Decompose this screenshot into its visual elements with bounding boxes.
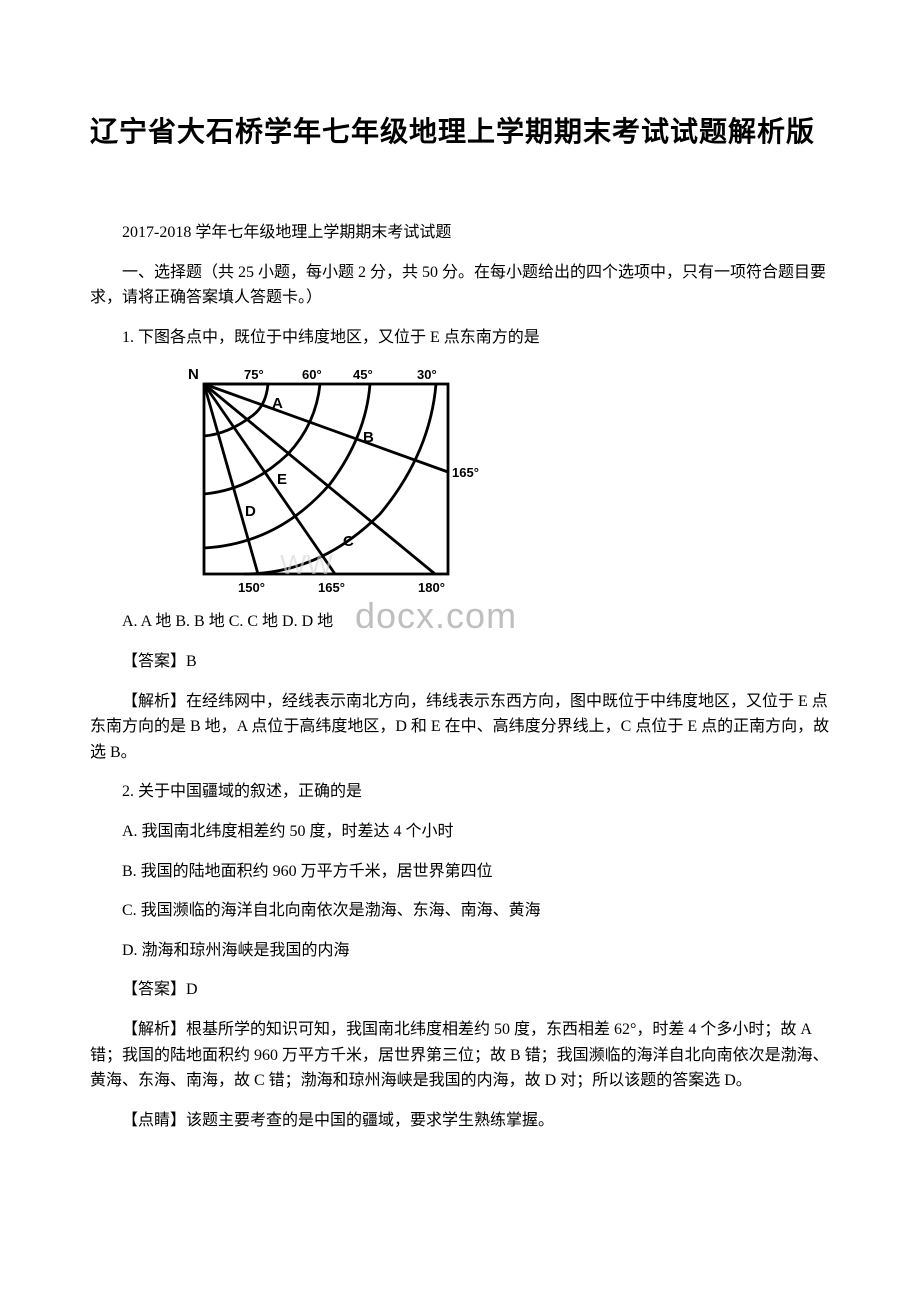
- svg-text:60°: 60°: [302, 367, 322, 382]
- q1-figure: 75° 60° 45° 30° N 165° 150° 165° 180° A …: [180, 364, 830, 599]
- svg-text:N: N: [188, 366, 199, 383]
- svg-text:180°: 180°: [418, 580, 445, 595]
- q1-stem: 1. 下图各点中，既位于中纬度地区，又位于 E 点东南方的是: [90, 325, 830, 351]
- svg-text:75°: 75°: [244, 367, 264, 382]
- svg-text:45°: 45°: [353, 367, 373, 382]
- q2-stem: 2. 关于中国疆域的叙述，正确的是: [90, 779, 830, 805]
- section-1-instructions: 一、选择题（共 25 小题，每小题 2 分，共 50 分。在每小题给出的四个选项…: [90, 260, 830, 311]
- q1-explanation: 【解析】在经纬网中，经线表示南北方向，纬线表示东西方向，图中既位于中纬度地区，又…: [90, 689, 830, 766]
- q2-option-a: A. 我国南北纬度相差约 50 度，时差达 4 个小时: [90, 819, 830, 845]
- watermark-text: docx.com: [355, 595, 517, 637]
- svg-text:E: E: [277, 471, 287, 488]
- svg-text:WW: WW: [280, 549, 333, 580]
- svg-text:D: D: [245, 503, 256, 520]
- q2-answer: 【答案】D: [90, 977, 830, 1003]
- q2-option-d: D. 渤海和琼州海峡是我国的内海: [90, 938, 830, 964]
- svg-text:30°: 30°: [417, 367, 437, 382]
- svg-text:150°: 150°: [238, 580, 265, 595]
- q2-tip: 【点睛】该题主要考查的是中国的疆域，要求学生熟练掌握。: [90, 1108, 830, 1134]
- svg-text:165°: 165°: [318, 580, 345, 595]
- svg-text:165°: 165°: [452, 465, 479, 480]
- q2-option-b: B. 我国的陆地面积约 960 万平方千米，居世界第四位: [90, 859, 830, 885]
- q2-explanation: 【解析】根基所学的知识可知，我国南北纬度相差约 50 度，东西相差 62°，时差…: [90, 1017, 830, 1094]
- exam-heading: 2017-2018 学年七年级地理上学期期末考试试题: [90, 220, 830, 246]
- svg-text:C: C: [343, 533, 354, 550]
- document-title: 辽宁省大石桥学年七年级地理上学期期末考试试题解析版: [90, 110, 830, 150]
- latlon-grid-diagram: 75° 60° 45° 30° N 165° 150° 165° 180° A …: [180, 364, 485, 599]
- q2-option-c: C. 我国濒临的海洋自北向南依次是渤海、东海、南海、黄海: [90, 898, 830, 924]
- svg-text:B: B: [363, 429, 374, 446]
- svg-text:A: A: [272, 395, 283, 412]
- q1-answer: 【答案】B: [90, 649, 830, 675]
